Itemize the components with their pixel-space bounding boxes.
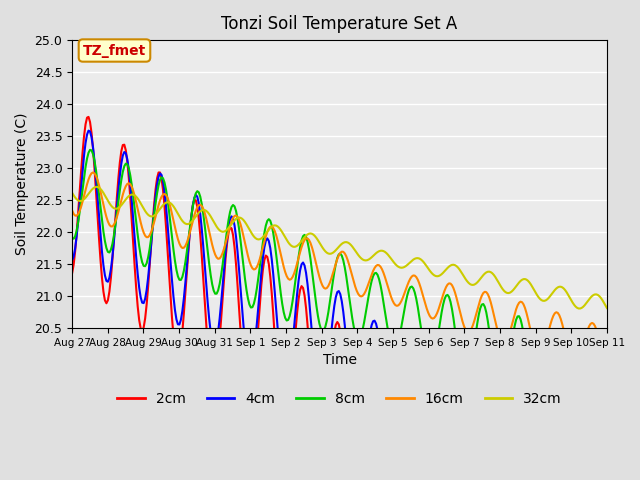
16cm [135, 213, 143, 219]
32cm [575, 306, 582, 312]
Line: 32cm: 32cm [72, 187, 607, 309]
16cm [89, 169, 97, 175]
16cm [575, 359, 582, 365]
2cm [229, 232, 237, 238]
4cm [229, 216, 237, 221]
16cm [603, 369, 611, 374]
32cm [576, 306, 584, 312]
Legend: 2cm, 4cm, 8cm, 16cm, 32cm: 2cm, 4cm, 8cm, 16cm, 32cm [111, 387, 568, 412]
32cm [135, 198, 143, 204]
16cm [303, 236, 311, 241]
Line: 4cm: 4cm [72, 131, 607, 480]
32cm [247, 229, 255, 235]
Title: Tonzi Soil Temperature Set A: Tonzi Soil Temperature Set A [221, 15, 458, 33]
8cm [135, 243, 143, 249]
8cm [256, 263, 264, 269]
4cm [247, 364, 255, 370]
8cm [68, 235, 76, 241]
2cm [247, 406, 255, 412]
32cm [603, 305, 611, 311]
32cm [229, 219, 237, 225]
Y-axis label: Soil Temperature (C): Soil Temperature (C) [15, 113, 29, 255]
8cm [229, 202, 237, 208]
16cm [256, 256, 264, 262]
2cm [68, 270, 76, 276]
4cm [135, 285, 143, 290]
8cm [575, 404, 582, 409]
Line: 16cm: 16cm [72, 172, 607, 372]
2cm [84, 114, 92, 120]
4cm [68, 257, 76, 263]
8cm [86, 147, 94, 153]
4cm [303, 281, 311, 287]
8cm [303, 239, 311, 244]
16cm [229, 215, 237, 221]
8cm [247, 305, 255, 311]
8cm [603, 442, 611, 448]
32cm [92, 184, 100, 190]
32cm [303, 231, 311, 237]
32cm [68, 190, 76, 196]
32cm [256, 236, 264, 242]
2cm [256, 300, 264, 306]
Line: 2cm: 2cm [72, 117, 607, 480]
16cm [68, 208, 76, 214]
16cm [247, 263, 255, 268]
Line: 8cm: 8cm [72, 150, 607, 445]
X-axis label: Time: Time [323, 353, 356, 367]
4cm [256, 286, 264, 292]
2cm [303, 322, 311, 327]
4cm [84, 128, 92, 133]
2cm [135, 317, 143, 323]
Text: TZ_fmet: TZ_fmet [83, 44, 146, 58]
